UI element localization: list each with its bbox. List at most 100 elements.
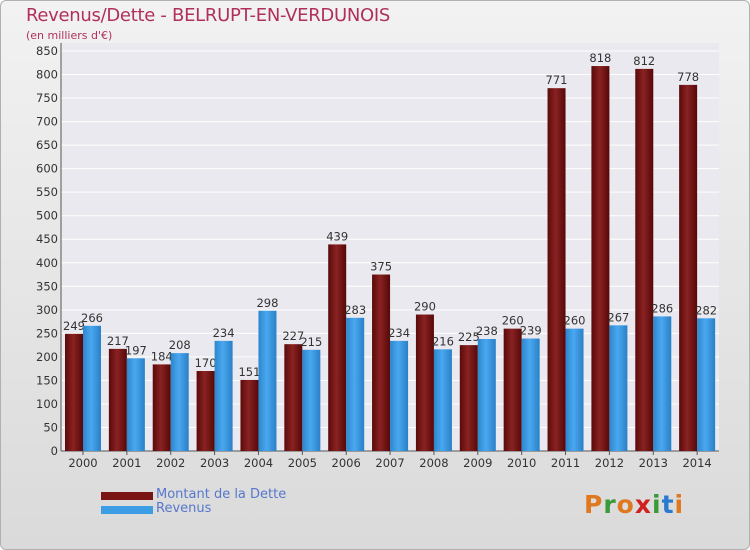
bar-revenus	[170, 353, 189, 451]
x-tick-label: 2006	[332, 456, 361, 470]
y-tick-label: 0	[51, 444, 58, 458]
y-tick-label: 750	[36, 91, 58, 105]
data-label-dette: 812	[633, 54, 655, 68]
data-label-dette: 439	[326, 229, 348, 243]
y-tick-label: 600	[36, 162, 58, 176]
data-label-revenus: 266	[81, 311, 103, 325]
x-tick-label: 2014	[682, 456, 711, 470]
bar-revenus	[653, 316, 672, 451]
y-tick-label: 200	[36, 350, 58, 364]
logo-letter: P	[584, 490, 604, 519]
data-label-dette: 227	[282, 329, 304, 343]
y-tick-label: 100	[36, 397, 58, 411]
bar-revenus	[521, 338, 540, 451]
data-label-dette: 290	[414, 300, 436, 314]
x-tick-label: 2011	[551, 456, 580, 470]
logo-letter: x	[634, 490, 652, 519]
legend-swatch-revenus	[101, 506, 153, 514]
bar-dette	[679, 84, 698, 451]
x-tick-label: 2008	[419, 456, 448, 470]
bar-revenus	[433, 349, 452, 451]
y-tick-label: 850	[36, 44, 58, 58]
data-label-dette: 771	[546, 73, 568, 87]
x-tick-label: 2007	[375, 456, 404, 470]
bar-dette	[196, 371, 215, 451]
bar-dette	[152, 364, 171, 451]
data-label-dette: 249	[63, 319, 85, 333]
bar-dette	[108, 348, 127, 451]
data-label-revenus: 234	[213, 326, 235, 340]
x-tick-label: 2012	[595, 456, 624, 470]
data-label-revenus: 267	[607, 310, 629, 324]
y-tick-label: 150	[36, 373, 58, 387]
data-label-dette: 818	[589, 51, 611, 65]
proxiti-logo: Proxiti	[584, 490, 684, 519]
chart-title: Revenus/Dette - BELRUPT-EN-VERDUNOIS	[26, 5, 391, 26]
bar-dette	[415, 314, 434, 451]
legend-label-dette: Montant de la Dette	[156, 487, 287, 502]
bar-revenus	[214, 340, 233, 451]
y-tick-label: 400	[36, 256, 58, 270]
y-tick-label: 800	[36, 68, 58, 82]
y-tick-label: 300	[36, 303, 58, 317]
y-tick-label: 500	[36, 209, 58, 223]
bar-dette	[635, 68, 654, 451]
y-tick-label: 650	[36, 138, 58, 152]
data-label-dette: 260	[502, 314, 524, 328]
x-tick-label: 2005	[288, 456, 317, 470]
data-label-revenus: 260	[564, 314, 586, 328]
bar-revenus	[697, 318, 716, 451]
y-tick-label: 350	[36, 279, 58, 293]
data-label-dette: 217	[107, 334, 129, 348]
bar-dette	[591, 66, 610, 451]
x-tick-label: 2009	[463, 456, 492, 470]
y-tick-label: 550	[36, 185, 58, 199]
bar-revenus	[126, 358, 145, 451]
bar-revenus	[302, 349, 321, 451]
data-label-dette: 151	[238, 365, 260, 379]
logo-letter: o	[616, 490, 635, 519]
data-label-revenus: 282	[695, 303, 717, 317]
data-label-dette: 184	[151, 349, 173, 363]
x-tick-label: 2001	[112, 456, 141, 470]
y-tick-label: 700	[36, 115, 58, 129]
y-tick-label: 250	[36, 326, 58, 340]
bar-revenus	[258, 310, 277, 451]
data-label-revenus: 197	[125, 343, 147, 357]
bar-dette	[328, 244, 347, 451]
data-label-revenus: 208	[169, 338, 191, 352]
x-tick-label: 2004	[244, 456, 273, 470]
bar-dette	[240, 379, 259, 451]
data-label-revenus: 216	[432, 334, 454, 348]
y-tick-label: 50	[43, 420, 58, 434]
logo-letter: r	[603, 490, 617, 519]
data-label-dette: 170	[195, 356, 217, 370]
logo-letter: i	[652, 490, 662, 519]
data-label-revenus: 234	[388, 326, 410, 340]
x-tick-label: 2000	[68, 456, 97, 470]
legend-label-revenus: Revenus	[156, 501, 212, 516]
chart-subtitle: (en milliers d'€)	[26, 29, 113, 42]
logo-letter: i	[674, 490, 685, 519]
x-tick-label: 2013	[639, 456, 668, 470]
data-label-revenus: 238	[476, 324, 498, 338]
x-tick-label: 2003	[200, 456, 229, 470]
bar-dette	[65, 333, 83, 451]
bar-revenus	[565, 328, 584, 451]
bar-revenus	[477, 339, 496, 451]
x-tick-label: 2010	[507, 456, 536, 470]
bar-revenus	[346, 317, 365, 451]
data-label-revenus: 298	[256, 296, 278, 310]
bar-revenus	[609, 325, 628, 451]
y-tick-label: 450	[36, 232, 58, 246]
data-label-revenus: 283	[344, 303, 366, 317]
data-label-revenus: 239	[520, 324, 542, 338]
data-label-revenus: 215	[300, 335, 322, 349]
data-label-dette: 778	[677, 70, 699, 84]
bar-dette	[459, 345, 478, 451]
bar-revenus	[83, 325, 101, 451]
data-label-dette: 225	[458, 330, 480, 344]
bar-dette	[503, 328, 522, 451]
